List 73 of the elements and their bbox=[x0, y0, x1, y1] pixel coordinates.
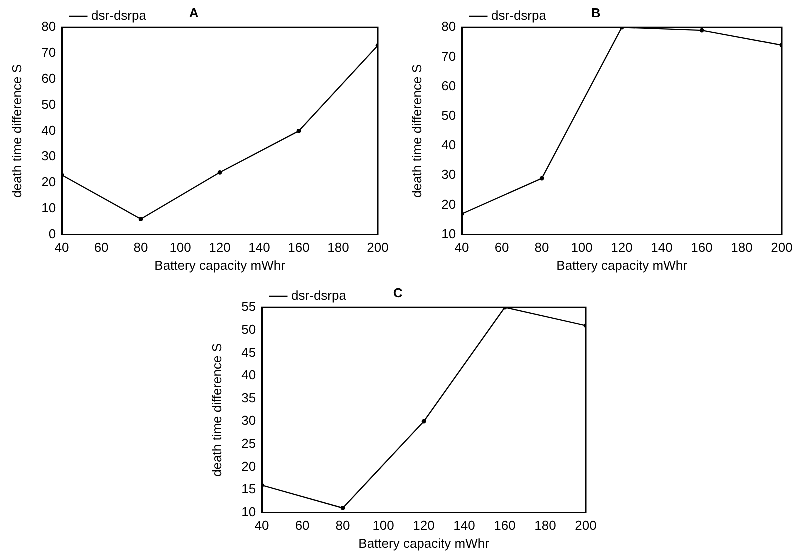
point bbox=[296, 129, 302, 134]
x-tick-label: 40 bbox=[54, 240, 70, 256]
y-tick-label: 10 bbox=[242, 504, 256, 520]
y-tick-label: 25 bbox=[242, 436, 256, 451]
y-tick-label: 0 bbox=[48, 226, 56, 242]
x-tick-label: 180 bbox=[731, 240, 753, 256]
y-tick-label: 30 bbox=[242, 413, 256, 428]
y-tick-label: 30 bbox=[442, 167, 456, 182]
y-tick-label: 55 bbox=[242, 299, 256, 314]
legend-label: dsr-dsrpa bbox=[292, 288, 348, 304]
y-tick-label: 60 bbox=[442, 78, 456, 94]
x-tick-label: 120 bbox=[209, 240, 231, 256]
x-tick-label: 200 bbox=[575, 518, 597, 534]
y-tick-label: 80 bbox=[42, 19, 56, 34]
x-tick-label: 120 bbox=[413, 518, 435, 534]
x-tick-label: 60 bbox=[295, 518, 310, 534]
y-tick-label: 50 bbox=[42, 96, 56, 112]
y-tick-label: 20 bbox=[42, 174, 56, 190]
x-tick-label: 80 bbox=[134, 240, 148, 256]
x-tick-label: 40 bbox=[454, 240, 470, 256]
chart-title: C bbox=[393, 285, 404, 300]
legend-label: dsr-dsrpa bbox=[92, 8, 148, 24]
y-tick-label: 70 bbox=[442, 48, 456, 64]
y-tick-label: 30 bbox=[42, 148, 56, 164]
point bbox=[218, 170, 222, 175]
y-tick-label: 45 bbox=[242, 344, 256, 360]
y-tick-label: 70 bbox=[42, 45, 56, 60]
x-tick-label: 80 bbox=[336, 518, 350, 534]
point bbox=[540, 176, 544, 181]
y-axis-title: death time difference S bbox=[209, 343, 224, 477]
y-tick-label: 80 bbox=[442, 19, 456, 34]
point bbox=[340, 506, 346, 510]
y-tick-label: 10 bbox=[42, 200, 56, 216]
x-tick-label: 160 bbox=[288, 240, 310, 256]
y-axis-title: death time difference S bbox=[9, 64, 24, 198]
y-tick-label: 35 bbox=[242, 390, 256, 406]
x-tick-label: 160 bbox=[691, 240, 713, 256]
y-tick-label: 50 bbox=[242, 322, 256, 337]
y-tick-label: 15 bbox=[242, 482, 256, 497]
y-tick-label: 20 bbox=[442, 196, 456, 212]
y-tick-label: 60 bbox=[42, 70, 56, 86]
legend-label: dsr-dsrpa bbox=[492, 8, 548, 24]
x-tick-label: 100 bbox=[372, 518, 394, 534]
x-tick-label: 180 bbox=[328, 240, 350, 256]
x-tick-label: 140 bbox=[248, 240, 270, 256]
y-tick-label: 40 bbox=[42, 122, 56, 138]
x-tick-label: 180 bbox=[534, 518, 556, 534]
y-tick-label: 40 bbox=[442, 138, 456, 153]
x-tick-label: 200 bbox=[367, 240, 389, 256]
y-tick-label: 50 bbox=[442, 108, 456, 123]
chart-title: A bbox=[189, 5, 200, 20]
x-tick-label: 200 bbox=[771, 240, 793, 256]
y-tick-label: 10 bbox=[442, 226, 456, 242]
x-tick-label: 100 bbox=[571, 240, 593, 256]
x-tick-label: 60 bbox=[494, 240, 510, 256]
x-tick-label: 100 bbox=[170, 240, 192, 256]
point bbox=[422, 419, 426, 424]
chart-title: B bbox=[591, 5, 601, 20]
point bbox=[138, 217, 144, 222]
x-tick-label: 160 bbox=[494, 518, 516, 534]
x-tick-label: 40 bbox=[254, 518, 270, 534]
x-tick-label: 80 bbox=[534, 240, 550, 256]
x-axis-title: Battery capacity mWhr bbox=[556, 258, 688, 273]
y-tick-label: 20 bbox=[242, 458, 256, 474]
y-tick-label: 40 bbox=[242, 368, 256, 383]
x-tick-label: 60 bbox=[94, 240, 109, 256]
point bbox=[700, 28, 704, 33]
x-tick-label: 120 bbox=[611, 240, 633, 256]
x-tick-label: 140 bbox=[454, 518, 476, 534]
y-axis-title: death time difference S bbox=[409, 64, 424, 198]
x-tick-label: 140 bbox=[651, 240, 673, 256]
x-axis-title: Battery capacity mWhr bbox=[154, 258, 286, 273]
x-axis-title: Battery capacity mWhr bbox=[358, 536, 490, 551]
